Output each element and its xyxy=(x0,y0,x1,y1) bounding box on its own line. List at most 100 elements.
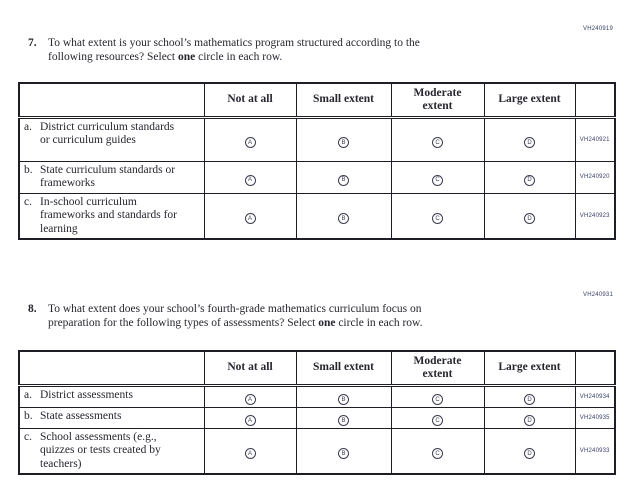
option-cell: A xyxy=(203,427,297,475)
option-circle-a[interactable]: A xyxy=(244,137,256,148)
question-8-response-table: Not at all Small extent Moderate extent … xyxy=(18,350,616,476)
option-circle-d[interactable]: D xyxy=(524,415,535,426)
table-row: c. School assessments (e.g., quizzes or … xyxy=(18,427,616,475)
option-circle-b[interactable]: B xyxy=(338,174,349,186)
question-7-line1: To what extent is your school’s mathemat… xyxy=(48,37,420,49)
question-8-number: 8. xyxy=(28,303,37,315)
question-8-body: To what extent does your school’s fourth… xyxy=(48,303,538,331)
option-cell: D xyxy=(483,427,576,475)
option-circle-b[interactable]: B xyxy=(338,213,349,225)
question-8-line2-post: circle in each row. xyxy=(335,316,423,329)
row-label-cell: c. In-school curriculum frameworks and s… xyxy=(18,192,205,240)
row-label-cell: c. School assessments (e.g., quizzes or … xyxy=(18,427,205,475)
option-circle-c[interactable]: C xyxy=(432,448,443,460)
option-circle-b[interactable]: B xyxy=(338,448,349,460)
option-circle-a[interactable]: A xyxy=(244,174,256,186)
question-8-line2-pre: preparation for the following types of a… xyxy=(48,316,319,329)
row-code: VH240923 xyxy=(574,192,616,240)
option-cell: C xyxy=(390,192,485,240)
row-label: School assessments (e.g., quizzes or tes… xyxy=(40,430,161,470)
option-cell: A xyxy=(203,160,297,194)
row-letter: a. xyxy=(24,120,32,133)
row-label: In-school curriculum frameworks and stan… xyxy=(40,195,177,235)
option-cell: A xyxy=(203,384,297,408)
row-label: State assessments xyxy=(40,409,122,422)
option-cell: B xyxy=(295,160,392,194)
option-cell: A xyxy=(203,116,297,162)
option-circle-c[interactable]: C xyxy=(432,213,443,225)
row-label: District assessments xyxy=(40,388,133,401)
option-circle-c[interactable]: C xyxy=(432,174,443,186)
option-circle-d[interactable]: D xyxy=(524,448,535,460)
table-row: a. District curriculum standards or curr… xyxy=(18,116,616,162)
row-label-cell: a. District assessments xyxy=(18,384,205,408)
column-header-not-at-all: Not at all xyxy=(203,350,297,387)
column-header-small-extent: Small extent xyxy=(295,82,392,119)
table-row: b. State curriculum standards or framewo… xyxy=(18,160,616,194)
question-8-text: 8. To what extent does your school’s fou… xyxy=(28,303,538,331)
table-row: a. District assessments A B C D VH240934 xyxy=(18,384,616,408)
option-circle-b[interactable]: B xyxy=(338,137,349,148)
option-cell: D xyxy=(483,160,576,194)
row-code: VH240921 xyxy=(574,116,616,162)
option-circle-a[interactable]: A xyxy=(244,448,256,460)
question-7-response-table: Not at all Small extent Moderate extent … xyxy=(18,82,616,241)
row-letter: b. xyxy=(24,163,33,176)
question-7-text: 7. To what extent is your school’s mathe… xyxy=(28,37,538,65)
question-8-bold-word: one xyxy=(318,316,336,329)
row-label-cell: a. District curriculum standards or curr… xyxy=(18,116,205,162)
option-circle-c[interactable]: C xyxy=(432,137,443,148)
row-code: VH240934 xyxy=(574,384,616,408)
row-letter: b. xyxy=(24,409,33,422)
option-circle-c[interactable]: C xyxy=(432,394,443,405)
question-7-line2-post: circle in each row. xyxy=(195,50,283,63)
option-cell: A xyxy=(203,192,297,240)
column-header-not-at-all: Not at all xyxy=(203,82,297,119)
row-letter: c. xyxy=(24,195,32,208)
option-cell: D xyxy=(483,116,576,162)
row-label: District curriculum standards or curricu… xyxy=(40,120,175,147)
option-cell: B xyxy=(295,427,392,475)
option-cell: D xyxy=(483,406,576,429)
row-code: VH240933 xyxy=(574,427,616,475)
option-cell: D xyxy=(483,192,576,240)
header-row: Not at all Small extent Moderate extent … xyxy=(18,82,616,119)
option-circle-a[interactable]: A xyxy=(244,415,256,426)
question-7-code: VH240919 xyxy=(583,26,613,32)
column-header-large-extent: Large extent xyxy=(483,82,576,119)
row-code: VH240935 xyxy=(574,406,616,429)
row-code: VH240920 xyxy=(574,160,616,194)
column-header-moderate-extent: Moderate extent xyxy=(390,82,485,119)
option-circle-d[interactable]: D xyxy=(524,174,535,186)
empty-header-cell xyxy=(18,350,205,387)
question-7-bold-word: one xyxy=(177,50,196,63)
option-cell: B xyxy=(295,406,392,429)
row-label: State curriculum standards or frameworks xyxy=(40,163,176,190)
question-8-code: VH240931 xyxy=(583,292,613,298)
option-cell: C xyxy=(390,116,485,162)
option-cell: C xyxy=(390,384,485,408)
row-letter: c. xyxy=(24,430,32,443)
option-circle-b[interactable]: B xyxy=(338,415,349,426)
table-row: b. State assessments A B C D VH240935 xyxy=(18,406,616,429)
option-circle-a[interactable]: A xyxy=(244,213,256,225)
question-7-body: To what extent is your school’s mathemat… xyxy=(48,37,538,65)
row-letter: a. xyxy=(24,388,32,401)
option-circle-d[interactable]: D xyxy=(524,394,535,405)
option-circle-d[interactable]: D xyxy=(524,137,535,148)
option-cell: A xyxy=(203,406,297,429)
option-cell: C xyxy=(390,427,485,475)
option-circle-d[interactable]: D xyxy=(524,213,535,225)
table-row: c. In-school curriculum frameworks and s… xyxy=(18,192,616,240)
option-cell: C xyxy=(390,160,485,194)
code-column-header xyxy=(574,350,616,387)
option-circle-a[interactable]: A xyxy=(244,394,256,405)
option-circle-b[interactable]: B xyxy=(338,394,349,405)
empty-header-cell xyxy=(18,82,205,119)
option-circle-c[interactable]: C xyxy=(432,415,443,426)
option-cell: C xyxy=(390,406,485,429)
option-cell: B xyxy=(295,192,392,240)
column-header-small-extent: Small extent xyxy=(295,350,392,387)
question-8-line1: To what extent does your school’s fourth… xyxy=(48,303,422,315)
